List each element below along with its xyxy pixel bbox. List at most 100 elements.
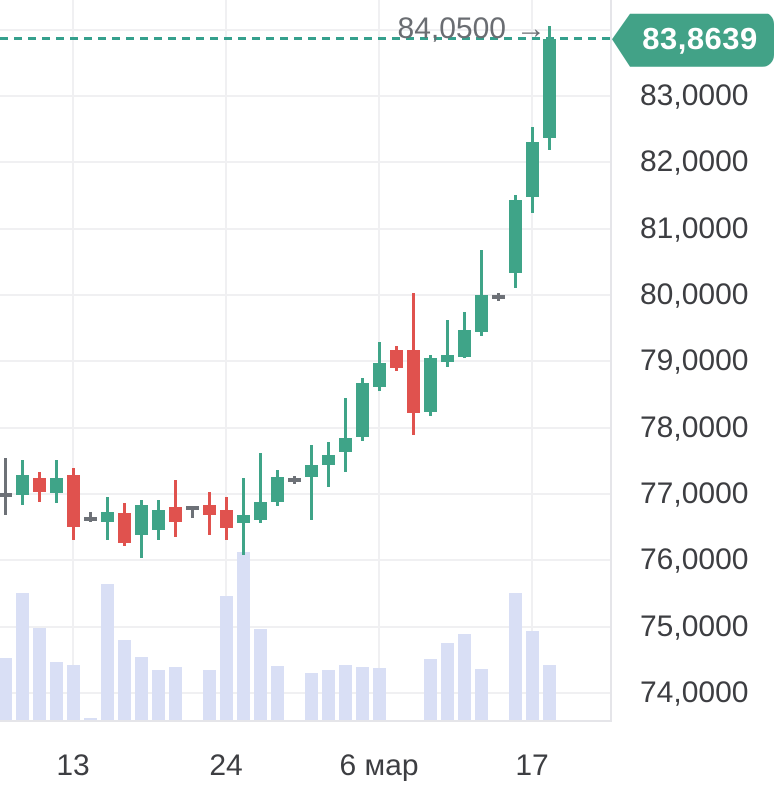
volume-bar-1 [15, 593, 29, 720]
volume-bar-13 [219, 596, 233, 720]
price-axis-label-81: 81,0000 [640, 211, 749, 245]
candle-wick-26 [445, 320, 449, 367]
volume-bar-27 [457, 634, 471, 720]
candle-body-18 [304, 464, 318, 477]
h-gridline-76 [0, 559, 610, 562]
candle-body-5 [83, 517, 97, 522]
candle-body-1 [15, 474, 29, 495]
candle-body-31 [525, 141, 539, 197]
candle-body-15 [253, 501, 267, 520]
candle-body-20 [338, 437, 352, 453]
candle-body-12 [202, 505, 216, 516]
volume-bar-10 [168, 667, 182, 720]
candle-body-17 [287, 478, 301, 483]
candle-body-32 [542, 38, 556, 138]
candle-body-3 [49, 478, 63, 493]
volume-bar-22 [372, 668, 386, 720]
time-axis: 13 24 6 мар 17 [0, 744, 612, 788]
price-axis-label-76: 76,0000 [640, 543, 749, 577]
candle-body-14 [236, 515, 250, 524]
time-axis-label: 6 мар [339, 749, 419, 782]
candle-body-10 [168, 507, 182, 522]
price-axis-label-83: 83,0000 [640, 79, 749, 113]
current-price-line [0, 37, 610, 41]
volume-bar-20 [338, 665, 352, 720]
candle-body-28 [474, 295, 488, 333]
candle-body-21 [355, 383, 369, 437]
volume-bar-21 [355, 667, 369, 720]
candle-wick-28 [479, 249, 483, 337]
candle-body-6 [100, 511, 114, 522]
current-price-badge: 83,8639 [612, 13, 774, 67]
volume-bar-19 [321, 670, 335, 720]
volume-bar-32 [542, 665, 556, 720]
volume-bar-6 [100, 584, 114, 720]
v-gridline-31 [531, 0, 533, 720]
current-price-text: 83,8639 [642, 21, 758, 57]
volume-bar-18 [304, 673, 318, 720]
candle-body-24 [406, 350, 420, 414]
time-axis-label: 24 [209, 749, 243, 782]
h-gridline-75 [0, 625, 610, 628]
volume-bar-30 [508, 593, 522, 720]
v-gridline-13 [225, 0, 227, 720]
volume-bar-9 [151, 670, 165, 720]
time-axis-label: 17 [515, 749, 549, 782]
time-axis-label: 13 [56, 749, 90, 782]
price-axis-label-74: 74,0000 [640, 676, 749, 709]
candle-wick-11 [190, 507, 194, 518]
h-gridline-81 [0, 227, 610, 230]
candle-wick-18 [309, 444, 313, 520]
candle-body-25 [423, 358, 437, 412]
chart-plot-area[interactable]: 84,0500 → [0, 0, 612, 722]
candle-body-8 [134, 505, 148, 536]
candle-body-11 [185, 505, 199, 510]
volume-bar-16 [270, 666, 284, 720]
volume-bar-12 [202, 670, 216, 720]
h-gridline-80 [0, 294, 610, 297]
price-axis-label-77: 77,0000 [640, 477, 749, 510]
candle-wick-15 [258, 452, 262, 524]
h-gridline-79 [0, 360, 610, 363]
candle-body-9 [151, 509, 165, 530]
candle-body-0 [0, 492, 12, 497]
candle-body-22 [372, 362, 386, 388]
candle-body-19 [321, 454, 335, 465]
arrow-right-icon: → [516, 12, 546, 45]
volume-bar-14 [236, 552, 250, 720]
candle-body-23 [389, 350, 403, 368]
volume-bar-4 [66, 665, 80, 720]
volume-bar-0 [0, 658, 12, 720]
volume-bar-8 [134, 657, 148, 720]
volume-bar-15 [253, 629, 267, 720]
candle-body-7 [117, 513, 131, 544]
volume-bar-25 [423, 659, 437, 720]
volume-bar-28 [474, 669, 488, 720]
volume-bar-3 [49, 662, 63, 720]
volume-bar-26 [440, 643, 454, 720]
candle-body-29 [491, 295, 505, 299]
volume-bar-2 [32, 628, 46, 720]
price-axis-label-82: 82,0000 [640, 145, 749, 179]
candle-body-27 [457, 330, 471, 357]
candle-body-4 [66, 474, 80, 528]
volume-bar-31 [525, 631, 539, 720]
h-gridline-77 [0, 493, 610, 495]
h-gridline-82 [0, 161, 610, 164]
candle-body-13 [219, 509, 233, 528]
h-gridline-84 [0, 28, 610, 31]
h-gridline-78 [0, 426, 610, 429]
volume-bar-5 [83, 718, 97, 720]
price-axis-label-78: 78,0000 [640, 410, 749, 444]
candle-body-26 [440, 354, 454, 362]
high-price-text: 84,0500 [397, 12, 506, 45]
high-price-annotation: 84,0500 → [0, 11, 546, 47]
candle-wick-20 [343, 397, 347, 473]
v-gridline-4 [72, 0, 74, 720]
candle-body-30 [508, 200, 522, 274]
candle-wick-5 [88, 511, 92, 522]
price-axis-label-80: 80,0000 [640, 278, 749, 312]
candle-body-16 [270, 476, 284, 502]
h-gridline-83 [0, 95, 610, 98]
